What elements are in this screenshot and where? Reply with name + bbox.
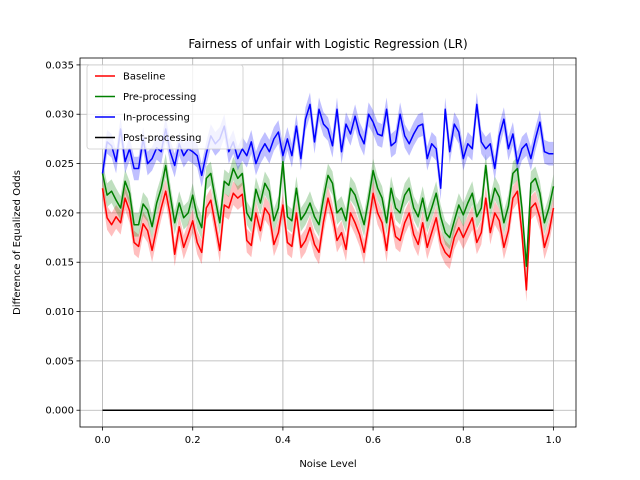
legend-label: Baseline [123, 72, 165, 83]
y-tick-label: 0.010 [45, 307, 74, 318]
in-processingline [101, 103, 554, 189]
y-tick-label: 0.005 [45, 356, 74, 367]
series-lines [101, 103, 555, 411]
y-tick-label: 0.035 [45, 60, 74, 71]
legend-label: Post-processing [123, 133, 201, 144]
legend-label: Pre-processing [123, 92, 196, 103]
legend-box [86, 64, 244, 150]
y-tick-label: 0.000 [45, 406, 74, 417]
y-tick-label: 0.020 [45, 208, 74, 219]
x-tick-label: 0.2 [185, 435, 201, 446]
x-tick-label: 0.4 [275, 435, 291, 446]
pre-processingline [101, 160, 555, 267]
y-axis-label: Difference of Equalized Odds [12, 170, 23, 315]
y-tick-label: 0.015 [45, 258, 74, 269]
baselineline [101, 188, 555, 291]
chart-title: Fairness of unfair with Logistic Regress… [188, 37, 467, 51]
grid-lines [80, 58, 576, 427]
y-axis-ticks: 0.000 0.005 0.010 0.015 0.020 0.025 0.030 0.035 [45, 60, 80, 417]
y-tick-label: 0.025 [45, 159, 74, 170]
x-tick-label: 0.8 [455, 435, 471, 446]
x-tick-label: 0.6 [365, 435, 381, 446]
plot-frame [79, 57, 577, 428]
y-tick-label: 0.030 [45, 110, 74, 121]
x-tick-label: 0.0 [95, 435, 111, 446]
legend: Baseline Pre-processing In-processing Post-… [86, 64, 244, 150]
legend-label: In-processing [123, 113, 190, 124]
x-axis-label: Noise Level [299, 459, 356, 470]
x-tick-label: 1.0 [546, 435, 562, 446]
x-axis-ticks: 0.0 0.2 0.4 0.6 0.8 1.0 [95, 427, 562, 446]
